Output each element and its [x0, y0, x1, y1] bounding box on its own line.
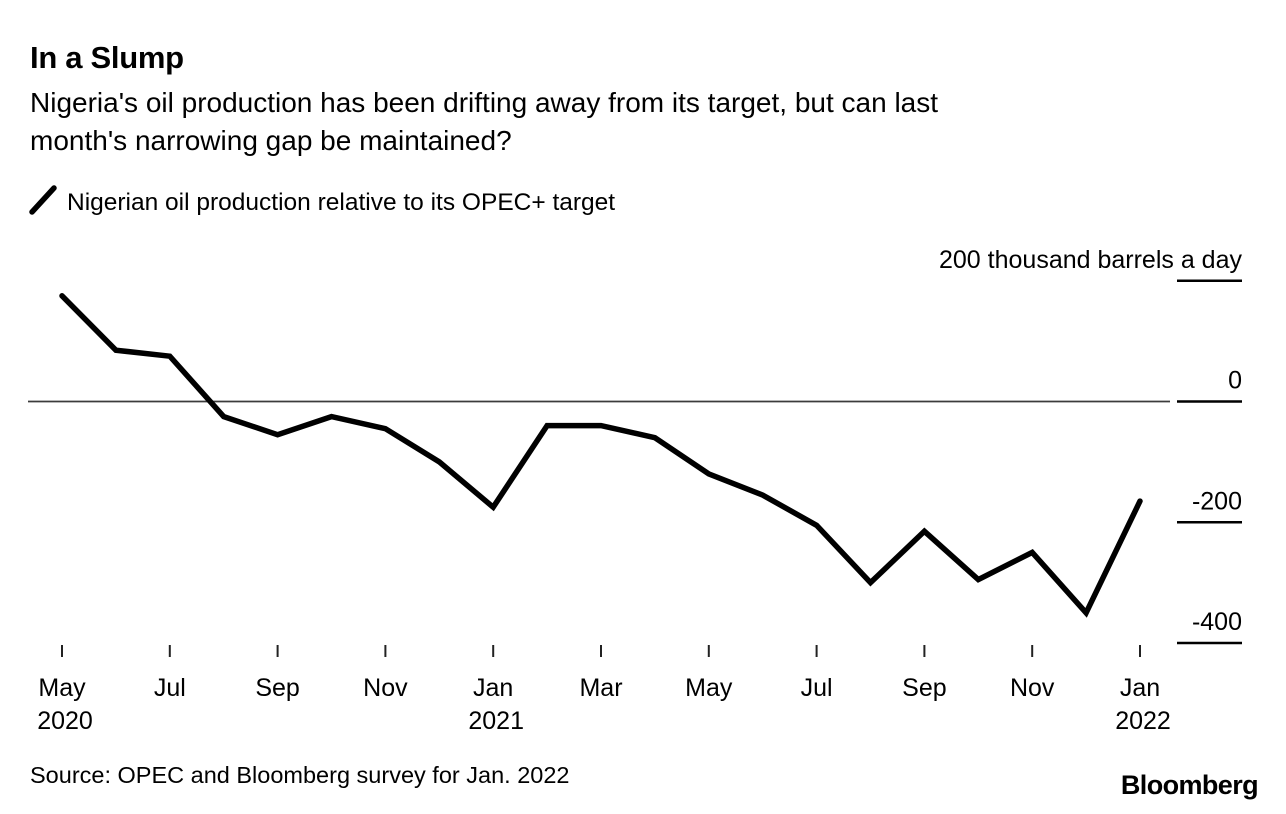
line-series-icon [28, 184, 58, 221]
x-tick-label: Sep [902, 674, 946, 702]
source-note: Source: OPEC and Bloomberg survey for Ja… [30, 762, 570, 788]
x-tick-label: Jul [154, 674, 186, 702]
x-tick-label: May [685, 674, 733, 702]
y-tick-label: 200 thousand barrels a day [939, 246, 1242, 274]
chart-subtitle-line2: month's narrowing gap be maintained? [30, 125, 512, 156]
legend-series-label: Nigerian oil production relative to its … [67, 188, 616, 216]
x-tick-year-label: 2021 [468, 707, 524, 735]
chart-legend: Nigerian oil production relative to its … [28, 184, 615, 221]
y-tick-label: 0 [1228, 367, 1242, 395]
y-tick-label: -400 [1192, 608, 1242, 636]
chart-subtitle-line1: Nigeria's oil production has been drifti… [30, 87, 939, 118]
x-tick-label: Nov [363, 674, 408, 702]
x-tick-label: Mar [579, 674, 622, 702]
x-tick-label: Jan [1120, 674, 1160, 702]
x-tick-year-label: 2022 [1115, 707, 1171, 735]
x-tick-label: Sep [255, 674, 299, 702]
chart-subtitle: Nigeria's oil production has been drifti… [30, 84, 1250, 160]
bloomberg-logo: Bloomberg [1120, 770, 1259, 800]
x-tick-label: Jul [801, 674, 833, 702]
x-tick-year-label: 2020 [37, 707, 93, 735]
x-tick-label: May [38, 674, 86, 702]
data-line [59, 293, 1143, 618]
x-tick-label: Jan [473, 674, 513, 702]
y-tick-label: -200 [1192, 487, 1242, 515]
page-title: In a Slump [30, 40, 184, 75]
x-tick-label: Nov [1010, 674, 1055, 702]
